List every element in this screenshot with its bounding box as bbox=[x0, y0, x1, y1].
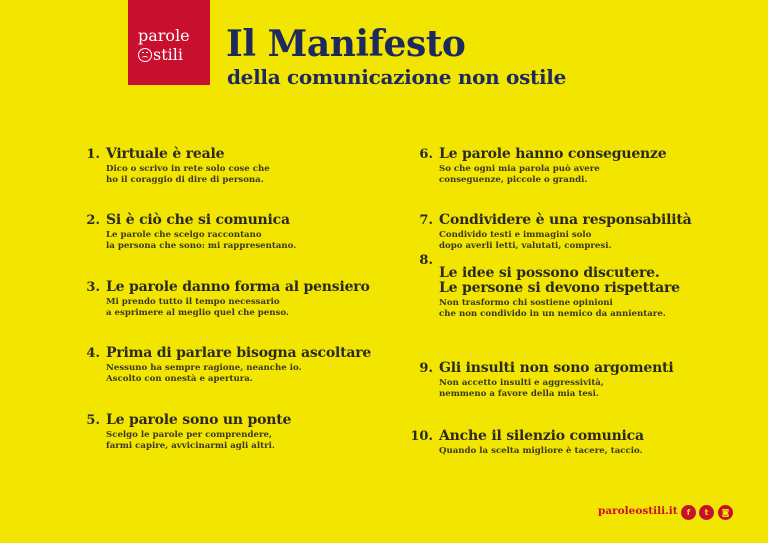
item-number: 1. bbox=[86, 147, 100, 162]
item-description: Scelgo le parole per comprendere, bbox=[106, 430, 272, 440]
manifesto-item: 9. Gli insulti non sono argomenti Non acce… bbox=[419, 360, 759, 400]
item-description: Le parole che scelgo raccontano bbox=[106, 230, 262, 240]
instagram-icon[interactable]: ◙ bbox=[718, 505, 733, 520]
manifesto-item: 10. Anche il silenzio comunica Quando la s… bbox=[410, 428, 759, 457]
item-title: Condividere è una responsabilità bbox=[439, 212, 692, 228]
page-title: Il Manifesto bbox=[226, 23, 466, 65]
sad-face-icon bbox=[138, 47, 152, 62]
manifesto-item: 2. Si è ciò che si comunica Le parole che … bbox=[86, 212, 426, 252]
manifesto-item: 4. Prima di parlare bisogna ascoltare Ness… bbox=[86, 345, 426, 385]
item-title: Le parole hanno conseguenze bbox=[439, 146, 667, 162]
item-description: Non trasformo chi sostiene opinioni bbox=[439, 298, 613, 308]
facebook-icon[interactable]: f bbox=[681, 505, 696, 520]
item-title: Gli insulti non sono argomenti bbox=[439, 360, 674, 376]
item-description-line2: nemmeno a favore della mia tesi. bbox=[439, 389, 599, 399]
item-title: Le parole danno forma al pensiero bbox=[106, 279, 370, 295]
item-title: Le parole sono un ponte bbox=[106, 412, 292, 428]
item-description-line2: farmi capire, avvicinarmi agli altri. bbox=[106, 441, 275, 451]
item-description: Quando la scelta migliore è tacere, tacc… bbox=[439, 446, 643, 456]
item-number: 2. bbox=[86, 213, 100, 228]
twitter-icon[interactable]: t bbox=[699, 505, 714, 520]
item-number: 3. bbox=[86, 280, 100, 295]
item-description-line2: la persona che sono: mi rappresentano. bbox=[106, 241, 297, 251]
item-description-line2: che non condivido in un nemico da annien… bbox=[439, 309, 666, 319]
item-description: Nessuno ha sempre ragione, neanche io. bbox=[106, 363, 302, 373]
item-number: 7. bbox=[419, 213, 433, 228]
item-title: Si è ciò che si comunica bbox=[106, 212, 290, 228]
website-link[interactable]: paroleostili.it bbox=[598, 505, 678, 517]
item-title-line2: Le persone si devono rispettare bbox=[439, 280, 680, 296]
item-description: Non accetto insulti e aggressività, bbox=[439, 378, 604, 388]
item-description: Condivido testi e immagini solo bbox=[439, 230, 592, 240]
parole-ostili-logo: parole stili bbox=[128, 0, 210, 85]
item-description-line2: dopo averli letti, valutati, compresi. bbox=[439, 241, 612, 251]
page-subtitle: della comunicazione non ostile bbox=[227, 65, 566, 89]
manifesto-item: 5. Le parole sono un ponte Scelgo le parol… bbox=[86, 412, 426, 452]
item-number: 5. bbox=[86, 413, 100, 428]
item-description-line2: a esprimere al meglio quel che penso. bbox=[106, 308, 289, 318]
item-title: Le idee si possono discutere. bbox=[439, 265, 660, 281]
item-number: 4. bbox=[86, 346, 100, 361]
manifesto-item: 6. Le parole hanno conseguenze So che ogni… bbox=[419, 146, 759, 186]
item-description-line2: ho il coraggio di dire di persona. bbox=[106, 175, 264, 185]
item-description-line2: conseguenze, piccole o grandi. bbox=[439, 175, 588, 185]
item-number: 10. bbox=[410, 429, 433, 444]
manifesto-item: 1. Virtuale è reale Dico o scrivo in rete … bbox=[86, 146, 426, 186]
logo-line1: parole bbox=[138, 26, 190, 45]
item-description: Dico o scrivo in rete solo cose che bbox=[106, 164, 270, 174]
item-number: 9. bbox=[419, 361, 433, 376]
item-title: Virtuale è reale bbox=[106, 146, 225, 162]
item-number: 8. bbox=[419, 253, 433, 268]
item-description-line2: Ascolto con onestà e apertura. bbox=[106, 374, 253, 384]
item-description: Mi prendo tutto il tempo necessario bbox=[106, 297, 280, 307]
item-description: So che ogni mia parola può avere bbox=[439, 164, 600, 174]
item-number: 6. bbox=[419, 147, 433, 162]
item-title: Anche il silenzio comunica bbox=[439, 428, 644, 444]
manifesto-item: 3. Le parole danno forma al pensiero Mi pr… bbox=[86, 279, 426, 319]
manifesto-item: 7. Condividere è una responsabilità Condiv… bbox=[419, 212, 759, 252]
logo-line2: stili bbox=[153, 45, 183, 64]
manifesto-item: 8. Le idee si possono discutere. Le person… bbox=[419, 253, 759, 320]
item-title: Prima di parlare bisogna ascoltare bbox=[106, 345, 372, 361]
